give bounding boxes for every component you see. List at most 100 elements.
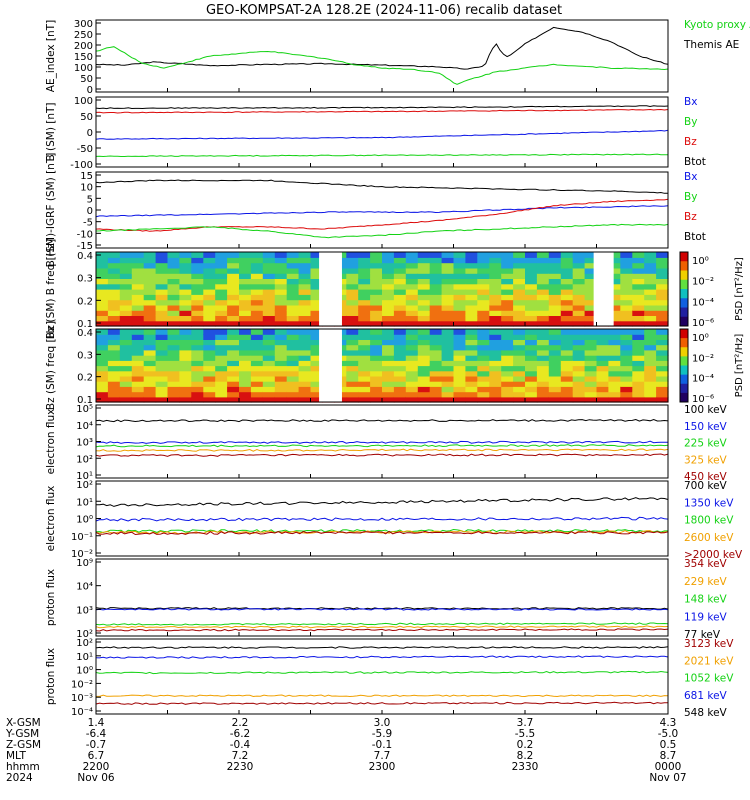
spectrogram-cell bbox=[632, 315, 645, 322]
spectrogram-cell bbox=[393, 315, 407, 322]
spectrogram-cell bbox=[239, 381, 252, 387]
spectrogram-cell bbox=[489, 396, 502, 403]
spectrogram-cell bbox=[119, 329, 133, 335]
spectrogram-cell bbox=[274, 329, 288, 335]
spectrogram-cell bbox=[560, 283, 574, 290]
legend-entry: Bx bbox=[684, 96, 697, 108]
legend-entry: 225 keV bbox=[684, 438, 728, 450]
spectrogram-cell bbox=[346, 370, 359, 377]
spectrogram-cell bbox=[489, 391, 502, 398]
y-tick-label: 10³ bbox=[76, 438, 93, 449]
spectrogram-cell bbox=[203, 360, 216, 367]
spectrogram-cell bbox=[119, 344, 133, 351]
spectrogram-cell bbox=[560, 349, 574, 356]
spectrogram-cell bbox=[131, 375, 145, 382]
spectrogram-cell bbox=[286, 289, 300, 295]
spectrogram-cell bbox=[441, 283, 455, 290]
spectrogram-cell bbox=[96, 262, 109, 269]
spectrogram-cell bbox=[179, 283, 192, 290]
spectrogram-cell bbox=[525, 334, 538, 340]
spectrogram-cell bbox=[417, 370, 431, 377]
spectrogram-cell bbox=[215, 320, 228, 327]
spectrogram-cell bbox=[656, 273, 669, 279]
spectrogram-cell bbox=[417, 375, 431, 382]
y-axis-label: proton flux bbox=[45, 648, 57, 705]
spectrogram-cell bbox=[441, 339, 455, 346]
legend-entry: 77 keV bbox=[684, 629, 721, 641]
spectrogram-cell bbox=[644, 273, 657, 279]
spectrogram-cell bbox=[525, 273, 538, 279]
spectrogram-cell bbox=[96, 334, 109, 340]
spectrogram-cell bbox=[405, 315, 419, 322]
electron-flux-low-panel: 100 keV 150 keV 225 keV 325 keV 450 keV 10¹ 10… bbox=[45, 404, 728, 483]
spectrogram-cell bbox=[155, 381, 169, 387]
spectrogram-cell bbox=[656, 391, 669, 398]
spectrogram-cell bbox=[477, 386, 490, 393]
spectrogram-cell bbox=[227, 283, 240, 290]
spectrogram-cell bbox=[250, 344, 264, 351]
spectrogram-cell bbox=[203, 370, 216, 377]
spectrogram-cell bbox=[501, 257, 514, 264]
spectrogram-cell bbox=[632, 329, 645, 335]
spectrogram-cell bbox=[620, 365, 633, 372]
spectrogram-cell bbox=[107, 334, 121, 340]
spectrogram-cell bbox=[525, 252, 538, 258]
spectrogram-cell bbox=[465, 315, 478, 322]
spectrogram-cell bbox=[298, 267, 312, 274]
spectrogram-cell bbox=[465, 391, 478, 398]
spectrogram-cell bbox=[525, 344, 538, 351]
spectrogram-cell bbox=[250, 299, 264, 306]
spectrogram-cell bbox=[107, 355, 121, 361]
y-tick-label: 10 bbox=[80, 183, 93, 194]
spectrogram-cell bbox=[501, 360, 514, 367]
spectrogram-cell bbox=[441, 262, 455, 269]
spectrogram-cell bbox=[525, 339, 538, 346]
spectrogram-cell bbox=[131, 339, 145, 346]
spectrogram-cell bbox=[215, 273, 228, 279]
spectrogram-cell bbox=[274, 334, 288, 340]
spectrogram-cell bbox=[179, 262, 192, 269]
spectrogram-cell bbox=[215, 283, 228, 290]
spectrogram-cell bbox=[119, 294, 133, 301]
spectrogram-cell bbox=[608, 375, 621, 382]
spectrogram-cell bbox=[656, 365, 669, 372]
spectrogram-cell bbox=[131, 299, 145, 306]
spectrogram-cell bbox=[429, 339, 443, 346]
spectrogram-cell bbox=[453, 320, 466, 327]
spectrogram-cell bbox=[191, 252, 204, 258]
spectrogram-cell bbox=[656, 304, 669, 311]
spectrogram-cell bbox=[513, 267, 526, 274]
spectrogram-cell bbox=[203, 304, 216, 311]
spectrogram-cell bbox=[346, 339, 359, 346]
spectrogram-cell bbox=[572, 283, 586, 290]
spectrogram-cell bbox=[393, 278, 407, 285]
spectrogram-cell bbox=[417, 386, 431, 393]
spectrogram-cell bbox=[131, 381, 145, 387]
spectrogram-cell bbox=[513, 304, 526, 311]
spectrogram-cell bbox=[155, 320, 169, 327]
spectrogram-cell bbox=[513, 294, 526, 301]
spectrogram-cell bbox=[346, 278, 359, 285]
spectrogram-cell bbox=[179, 334, 192, 340]
spectrogram-cell bbox=[501, 344, 514, 351]
spectrogram-cell bbox=[370, 262, 383, 269]
spectrogram-cell bbox=[453, 381, 466, 387]
spectrogram-cell bbox=[513, 262, 526, 269]
spectrogram-cell bbox=[167, 252, 180, 258]
spectrogram-cell bbox=[608, 257, 621, 264]
spectrogram-cell bbox=[239, 278, 252, 285]
spectrogram-cell bbox=[310, 334, 323, 340]
spectrogram-cell bbox=[548, 304, 562, 311]
panel-frame bbox=[95, 171, 669, 249]
colorbar-frame bbox=[679, 251, 689, 327]
spectrogram-cell bbox=[536, 396, 550, 403]
spectrogram-cell bbox=[560, 370, 574, 377]
spectrogram-cell bbox=[525, 365, 538, 372]
spectrogram-cell bbox=[525, 262, 538, 269]
spectrogram-cell bbox=[96, 360, 109, 367]
spectrogram-cell bbox=[572, 396, 586, 403]
spectrogram-cell bbox=[525, 289, 538, 295]
spectrogram-cell bbox=[155, 334, 169, 340]
spectrogram-cell bbox=[620, 320, 633, 327]
